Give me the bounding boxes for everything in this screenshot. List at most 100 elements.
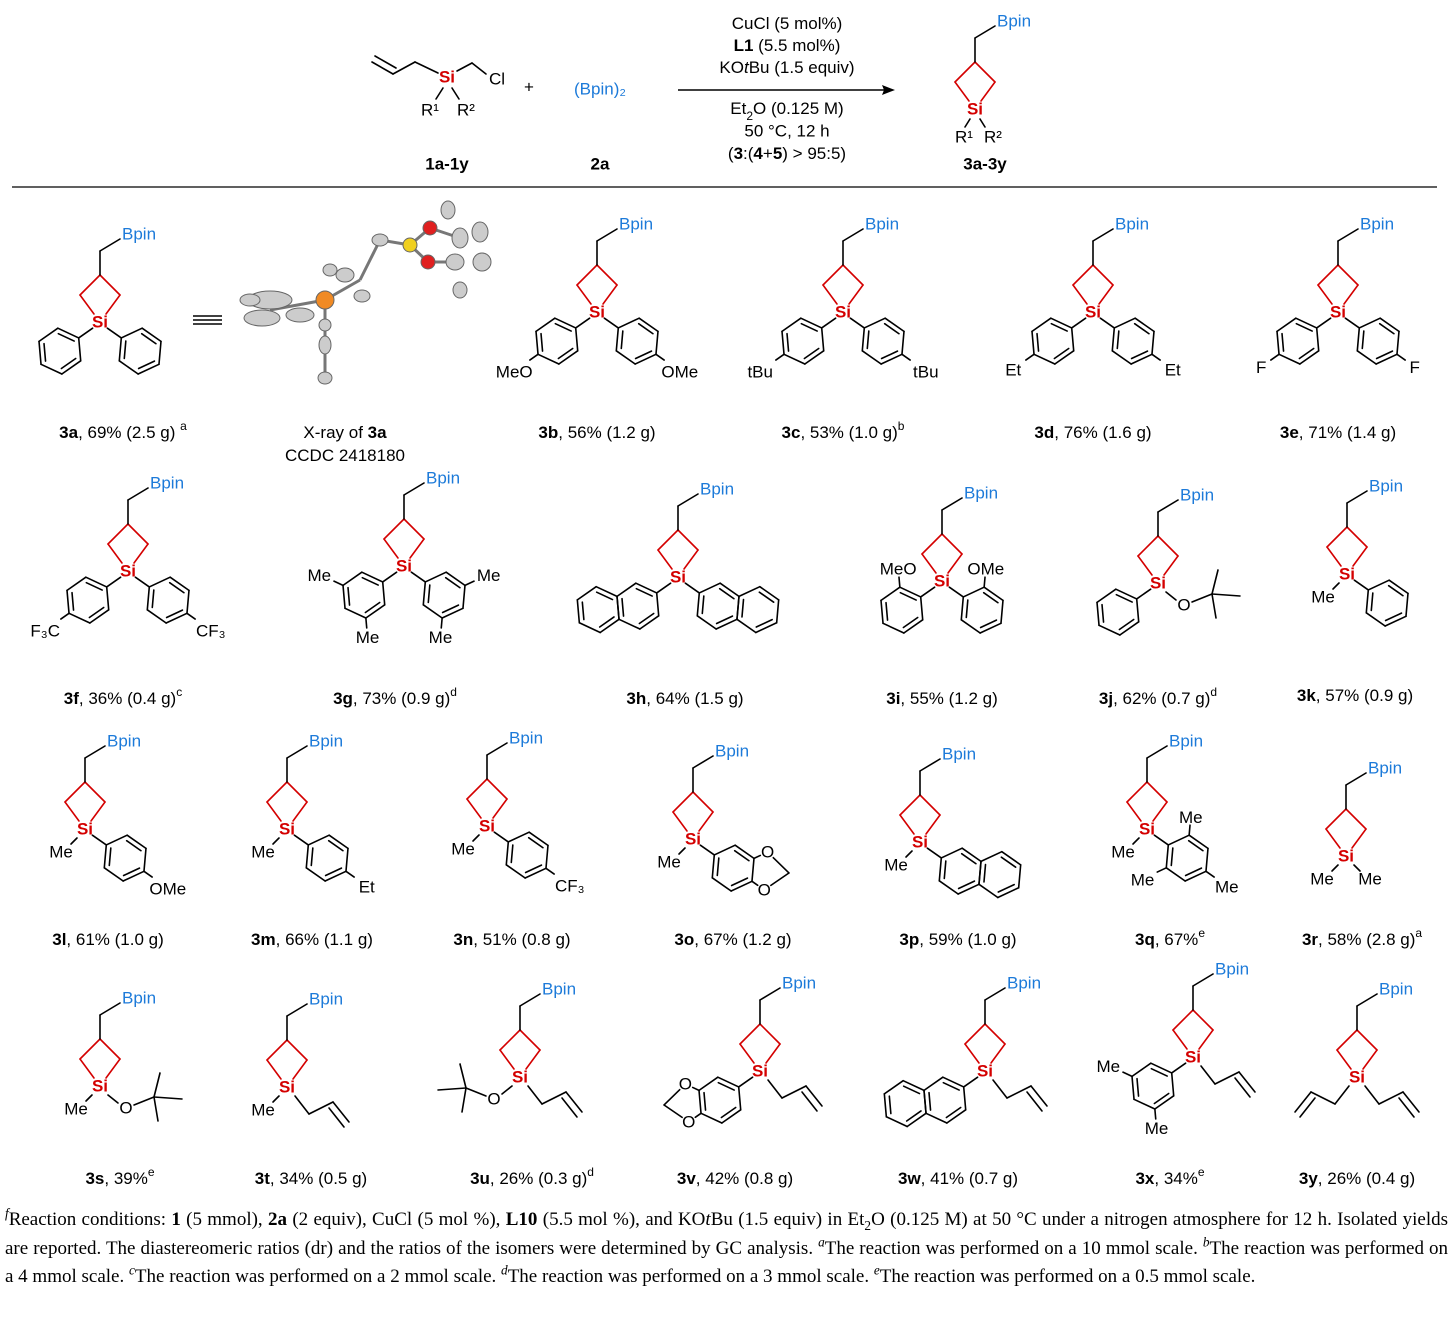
bond xyxy=(105,586,110,611)
atom-label: Et xyxy=(359,877,375,896)
text-segment: a xyxy=(1415,926,1422,940)
bond xyxy=(38,340,42,366)
footnote-segment: d xyxy=(501,1262,508,1278)
bond xyxy=(770,872,790,887)
bond xyxy=(1126,781,1148,803)
bond xyxy=(422,581,427,606)
bond xyxy=(1118,618,1135,631)
bond xyxy=(486,742,508,756)
bond xyxy=(978,860,982,886)
equivalence-sign xyxy=(193,315,222,325)
bond xyxy=(781,317,802,333)
bond xyxy=(946,1109,967,1124)
atom-label: Bpin xyxy=(1215,959,1249,978)
bond xyxy=(1353,579,1370,591)
bond xyxy=(615,327,620,352)
bond xyxy=(1205,847,1209,873)
text-segment: 3o xyxy=(674,930,694,949)
compound-caption: 3c, 53% (1.0 g)b xyxy=(782,419,905,442)
bond xyxy=(755,618,773,628)
atom-label: Et xyxy=(1005,360,1021,379)
compound-label: 3a-3y xyxy=(963,154,1007,173)
atom-label: Bpin xyxy=(426,468,460,487)
bond xyxy=(456,62,473,72)
bond xyxy=(126,834,147,850)
bond xyxy=(527,1085,543,1105)
compound-caption: 3s, 39%e xyxy=(85,1165,154,1188)
compound-caption: 3f, 36% (0.4 g)c xyxy=(64,685,182,708)
bond xyxy=(333,580,344,587)
bond xyxy=(528,831,549,847)
text-segment: 3b xyxy=(538,423,558,442)
bond xyxy=(133,543,149,564)
atom-label: Si xyxy=(439,67,455,86)
bond xyxy=(1365,612,1386,627)
bond xyxy=(964,118,971,128)
bond xyxy=(461,1087,467,1113)
bond xyxy=(1337,228,1359,242)
bond xyxy=(561,1097,578,1118)
bond xyxy=(1156,867,1168,873)
bond xyxy=(1184,870,1207,882)
bond xyxy=(77,327,94,339)
compound-caption: 3g, 73% (0.9 g)d xyxy=(333,685,457,708)
bond xyxy=(89,609,110,624)
compound-caption: 3v, 42% (0.8 g) xyxy=(677,1169,793,1188)
bond xyxy=(466,778,488,800)
compound-caption: 3j, 62% (0.7 g)d xyxy=(1099,685,1217,708)
bond xyxy=(957,883,980,895)
bond xyxy=(885,601,889,621)
bond xyxy=(1165,844,1170,869)
bond xyxy=(1234,1077,1251,1098)
bond xyxy=(884,317,905,333)
bond xyxy=(365,617,368,629)
bond xyxy=(1157,499,1179,513)
footnote: fReaction conditions: 1 (5 mmol), 2a (2 … xyxy=(5,1206,1448,1292)
bond xyxy=(545,844,549,870)
compound-label: 2a xyxy=(591,154,610,173)
xray-caption: X-ray of 3a xyxy=(303,423,387,442)
bond xyxy=(940,847,963,859)
bond xyxy=(1402,1091,1420,1113)
bond xyxy=(980,850,1003,863)
bond xyxy=(410,571,427,583)
bond xyxy=(1346,526,1368,548)
atom-label: Bpin xyxy=(509,728,543,747)
bond xyxy=(1356,993,1378,1007)
bond xyxy=(655,582,672,594)
atom-label: Bpin xyxy=(309,989,343,1008)
bond xyxy=(694,1112,702,1119)
compound-caption: 3u, 26% (0.3 g)d xyxy=(470,1165,594,1188)
atom-label: Bpin xyxy=(1115,214,1149,233)
text-segment: , 61% (1.0 g) xyxy=(66,930,163,949)
bond xyxy=(634,353,657,365)
bond xyxy=(919,758,941,772)
bond xyxy=(1170,1072,1175,1097)
bond xyxy=(1151,353,1161,361)
bond xyxy=(146,586,151,611)
bond xyxy=(980,81,996,102)
bond xyxy=(990,1043,1006,1064)
bond xyxy=(1281,332,1285,352)
bond xyxy=(960,596,965,621)
atom-label: Si xyxy=(1330,302,1346,321)
bond xyxy=(120,327,143,339)
bond xyxy=(596,228,618,242)
bond xyxy=(1361,330,1365,350)
bond xyxy=(945,1106,962,1119)
bond xyxy=(525,1049,541,1070)
compound-caption: 3t, 34% (0.5 g) xyxy=(255,1169,367,1188)
bond xyxy=(755,621,778,634)
bond xyxy=(529,353,539,361)
bond xyxy=(1278,353,1301,365)
bond xyxy=(383,518,405,540)
bond xyxy=(441,604,460,614)
text-segment: , 66% (1.1 g) xyxy=(276,930,373,949)
reaction-arrow xyxy=(678,85,895,95)
atom-label: Me xyxy=(429,628,453,647)
compound-caption: 3x, 34%e xyxy=(1135,1165,1204,1188)
bond xyxy=(1334,1085,1350,1105)
bond xyxy=(880,353,903,365)
bond xyxy=(820,317,837,329)
bond xyxy=(1030,1085,1048,1107)
